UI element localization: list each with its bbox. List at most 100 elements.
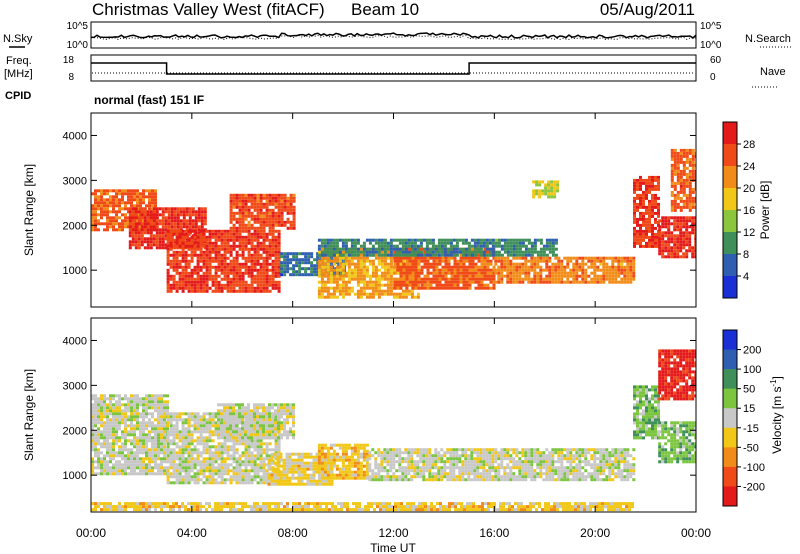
echo-cell [277, 229, 281, 233]
echo-cell [208, 244, 212, 248]
echo-cell [214, 448, 218, 452]
echo-cell [307, 255, 311, 259]
echo-cell [199, 478, 203, 482]
echo-cell [658, 252, 662, 256]
echo-cell [280, 273, 284, 277]
echo-cell [196, 241, 200, 245]
echo-cell [103, 228, 106, 232]
echo-cell [211, 280, 215, 284]
echo-cell [91, 445, 94, 449]
echo-cell [259, 211, 263, 215]
echo-cell [100, 433, 103, 437]
echo-cell [268, 208, 272, 212]
echo-cell [648, 226, 651, 230]
echo-cell [359, 277, 363, 281]
echo-cell [106, 216, 109, 220]
echo-cell [179, 225, 183, 229]
echo-cell [539, 271, 543, 275]
echo-cell [223, 268, 227, 272]
echo-cell [103, 403, 106, 407]
echo-cell [229, 211, 233, 215]
echo-cell [161, 246, 165, 250]
echo-cell [220, 244, 224, 248]
echo-cell [554, 262, 558, 266]
echo-cell [217, 262, 221, 266]
echo-cell [139, 451, 142, 455]
echo-cell [127, 195, 130, 199]
echo-cell [100, 210, 103, 214]
echo-cell [202, 427, 206, 431]
echo-cell [151, 457, 154, 461]
echo-cell [134, 213, 138, 217]
echo-cell [464, 241, 468, 245]
echo-cell [350, 259, 354, 263]
echo-cell [335, 286, 339, 290]
echo-cell [196, 430, 200, 434]
echo-cell [241, 256, 245, 260]
echo-cell [329, 274, 333, 278]
echo-cell [453, 283, 457, 287]
echo-cell [651, 175, 654, 179]
echo-cell [679, 234, 683, 238]
echo-cell [139, 403, 142, 407]
echo-cell [208, 271, 212, 275]
echo-cell [338, 268, 342, 272]
echo-cell [163, 448, 166, 452]
echo-cell [115, 216, 118, 220]
echo-cell [154, 448, 157, 452]
echo-cell [473, 250, 477, 254]
echo-cell [175, 271, 179, 275]
echo-cell [124, 394, 127, 398]
echo-cell [438, 259, 442, 263]
echo-cell [250, 274, 254, 278]
echo-cell [572, 268, 576, 272]
echo-cell [241, 193, 245, 197]
echo-cell [223, 463, 227, 467]
echo-cell [682, 234, 686, 238]
echo-cell [639, 187, 642, 191]
echo-cell [380, 271, 384, 275]
echo-cell [563, 268, 567, 272]
echo-cell [148, 403, 151, 407]
echo-cell [166, 451, 170, 455]
echo-cell [127, 216, 130, 220]
echo-cell [265, 259, 269, 263]
echo-cell [581, 256, 585, 260]
echo-cell [676, 255, 680, 259]
echo-cell [316, 252, 320, 256]
echo-cell [268, 274, 272, 278]
echo-cell [416, 292, 420, 296]
echo-cell [468, 262, 472, 266]
echo-cell [449, 238, 453, 242]
echo-cell [428, 250, 432, 254]
echo-cell [256, 247, 260, 251]
echo-cell [214, 415, 218, 419]
echo-cell [131, 207, 135, 211]
echo-cell [187, 463, 191, 467]
echo-cell [154, 192, 157, 196]
echo-cell [112, 397, 115, 401]
echo-cell [380, 277, 384, 281]
echo-cell [682, 163, 686, 167]
echo-cell [172, 472, 176, 476]
echo-cell [362, 280, 366, 284]
echo-cell [283, 202, 287, 206]
echo-cell [103, 469, 106, 473]
echo-cell [503, 241, 507, 245]
echo-cell [368, 295, 372, 299]
echo-cell [506, 271, 510, 275]
echo-cell [214, 232, 218, 236]
echo-cell [398, 292, 402, 296]
echo-cell [217, 454, 221, 458]
echo-cell [518, 241, 522, 245]
echo-cell [118, 406, 121, 410]
echo-cell [142, 442, 145, 446]
echo-cell [539, 256, 543, 260]
echo-cell [238, 439, 242, 443]
echo-cell [163, 418, 166, 422]
echo-cell [178, 259, 182, 263]
echo-cell [636, 205, 639, 209]
echo-cell [682, 237, 686, 241]
echo-cell [673, 222, 677, 226]
echo-cell [142, 403, 145, 407]
